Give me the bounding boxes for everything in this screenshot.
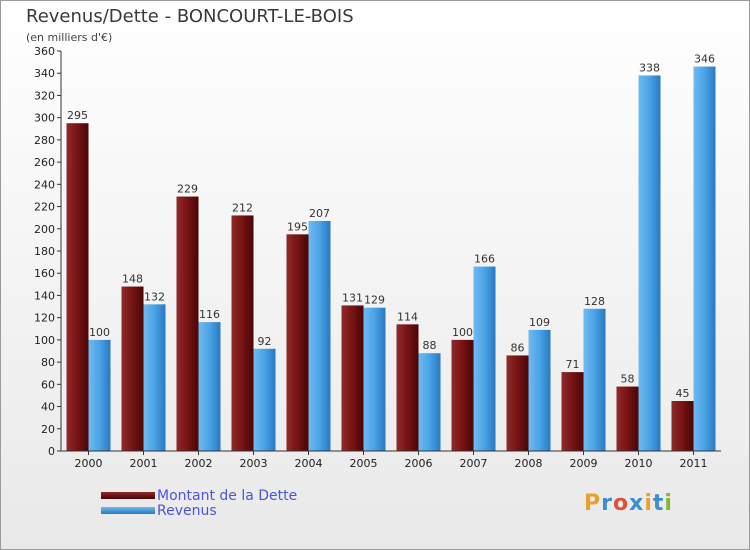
value-label: 92	[258, 335, 272, 348]
legend-swatch-dette	[101, 492, 155, 499]
x-tick-label: 2010	[625, 457, 653, 470]
dette-bar	[671, 401, 694, 451]
y-tick-label: 160	[34, 267, 55, 280]
legend-label-dette: Montant de la Dette	[157, 487, 298, 504]
y-tick-label: 20	[41, 423, 55, 436]
y-tick-label: 200	[34, 223, 55, 236]
logo-letter: x	[629, 491, 645, 516]
x-tick-label: 2009	[570, 457, 598, 470]
dette-bar	[231, 215, 254, 451]
proxiti-logo: Proxiti	[584, 491, 673, 516]
value-label: 114	[397, 310, 418, 323]
value-label: 129	[364, 294, 385, 307]
y-tick-label: 0	[48, 445, 55, 458]
revenus-bar	[418, 353, 441, 451]
value-label: 346	[694, 53, 715, 66]
dette-bar	[451, 339, 474, 451]
value-label: 71	[566, 358, 580, 371]
logo-letter: i	[644, 491, 653, 516]
y-tick-label: 300	[34, 112, 55, 125]
dette-bar	[506, 355, 529, 451]
dette-bar	[616, 386, 639, 451]
revenus-bar	[363, 307, 386, 451]
plot-area: 0 20 40 60 80 100 120 140 160 180 200 220 240 260 280 3…	[34, 45, 721, 470]
value-label: 207	[309, 207, 330, 220]
value-label: 338	[639, 61, 660, 74]
revenus-bar	[693, 66, 716, 452]
value-label: 116	[199, 308, 220, 321]
revenus-bar	[198, 322, 221, 451]
legend-label-revenus: Revenus	[157, 502, 217, 519]
legend-item-revenus: Revenus	[101, 502, 297, 519]
y-tick-label: 240	[34, 178, 55, 191]
dette-bar	[66, 123, 89, 451]
x-tick-label: 2004	[295, 457, 323, 470]
value-label: 45	[676, 387, 690, 400]
value-label: 109	[529, 316, 550, 329]
revenus-bar	[253, 348, 276, 451]
x-tick-label: 2002	[185, 457, 213, 470]
y-tick-label: 100	[34, 334, 55, 347]
logo-letter: i	[664, 491, 673, 516]
logo-letter: P	[584, 491, 602, 516]
x-tick-label: 2001	[130, 457, 158, 470]
x-tick-label: 2006	[405, 457, 433, 470]
legend-swatch-revenus	[101, 507, 155, 514]
legend: Montant de la Dette Revenus	[101, 487, 298, 519]
value-label: 295	[67, 109, 88, 122]
x-tick-label: 2008	[515, 457, 543, 470]
y-tick-label: 60	[41, 378, 55, 391]
dette-bar	[341, 305, 364, 451]
y-tick-label: 180	[34, 245, 55, 258]
y-tick-label: 120	[34, 312, 55, 325]
y-tick-label: 260	[34, 156, 55, 169]
value-label: 86	[511, 341, 525, 354]
logo-letter: r	[601, 491, 613, 516]
y-tick-label: 140	[34, 289, 55, 302]
value-label: 88	[423, 339, 437, 352]
revenus-bar	[528, 329, 551, 451]
y-tick-label: 320	[34, 89, 55, 102]
dette-bar	[121, 286, 144, 451]
y-tick-label: 280	[34, 134, 55, 147]
x-tick-label: 2003	[240, 457, 268, 470]
logo-letter: o	[612, 491, 630, 516]
logo-letter: t	[652, 491, 665, 516]
value-label: 212	[232, 201, 253, 214]
revenus-bar	[143, 304, 166, 451]
y-tick-label: 80	[41, 356, 55, 369]
x-tick-label: 2000	[75, 457, 103, 470]
revenus-bar	[638, 75, 661, 451]
revenus-bar	[308, 221, 331, 451]
y-tick-label: 340	[34, 67, 55, 80]
y-tick-label: 360	[34, 45, 55, 58]
x-tick-label: 2011	[680, 457, 708, 470]
value-label: 100	[452, 326, 473, 339]
dette-bar	[286, 234, 309, 451]
value-label: 100	[89, 326, 110, 339]
dette-bar	[561, 372, 584, 451]
x-tick-label: 2005	[350, 457, 378, 470]
legend-item-dette: Montant de la Dette	[101, 487, 298, 504]
revenus-bar	[583, 308, 606, 451]
dette-bar	[396, 324, 419, 451]
value-label: 195	[287, 220, 308, 233]
y-tick-label: 220	[34, 201, 55, 214]
value-label: 128	[584, 295, 605, 308]
chart-subtitle: (en milliers d'€)	[26, 31, 113, 44]
value-label: 166	[474, 253, 495, 266]
value-label: 148	[122, 273, 143, 286]
revenus-bar	[473, 266, 496, 451]
value-label: 131	[342, 291, 363, 304]
value-label: 58	[621, 373, 635, 386]
chart-title: Revenus/Dette - BONCOURT-LE-BOIS	[26, 6, 354, 27]
revenus-bar	[88, 339, 111, 451]
value-label: 132	[144, 290, 165, 303]
value-label: 229	[177, 183, 198, 196]
x-tick-label: 2007	[460, 457, 488, 470]
dette-bar	[176, 196, 199, 451]
y-tick-label: 40	[41, 401, 55, 414]
